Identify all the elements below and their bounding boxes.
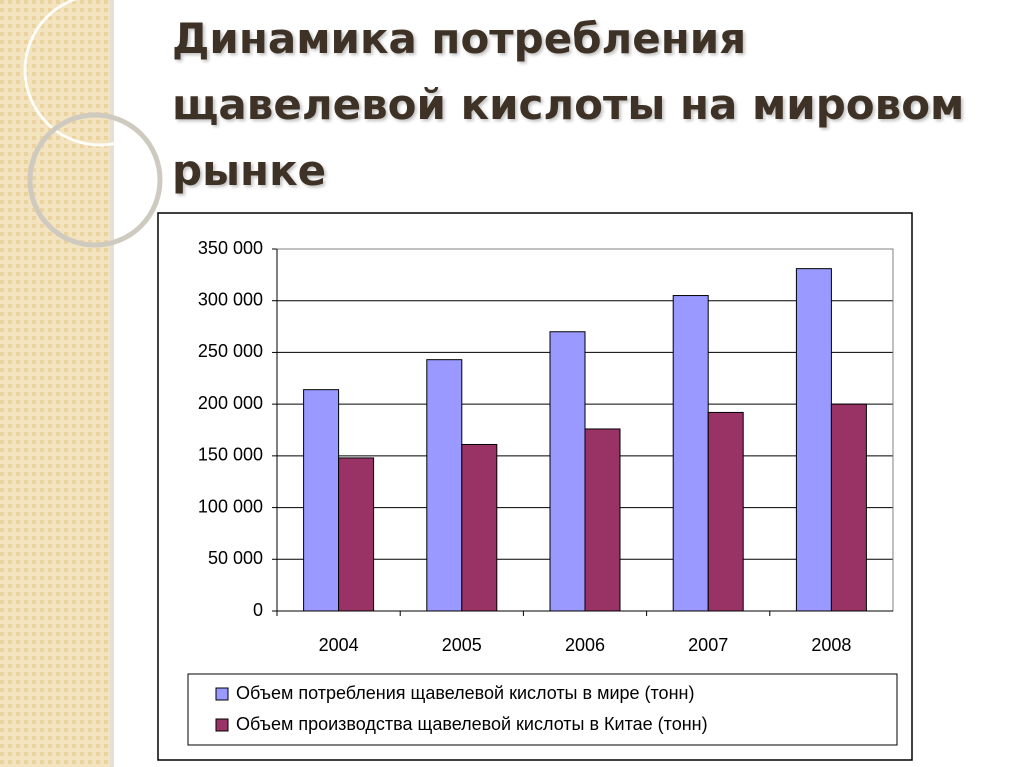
bar [830,403,867,612]
bar [426,359,463,612]
y-tick-label: 250 000 [198,341,263,361]
x-tick-label: 2004 [319,635,359,655]
x-tick-label: 2006 [565,635,605,655]
y-tick-label: 350 000 [198,238,263,258]
x-tick-label: 2008 [811,635,851,655]
y-tick-label: 150 000 [198,445,263,465]
bar [707,411,744,612]
bar [672,295,709,612]
y-tick-label: 50 000 [208,548,263,568]
x-tick-label: 2005 [442,635,482,655]
bar [549,331,586,612]
slide-title: Динамика потребления щавелевой кислоты н… [172,14,965,195]
legend-swatch [215,687,229,701]
bar [461,443,498,612]
legend-label: Объем производства щавелевой кислоты в К… [236,714,708,734]
chart-frame [157,212,913,761]
bar [303,389,340,612]
x-tick-label: 2007 [688,635,728,655]
y-tick-label: 0 [253,600,263,620]
legend-swatch [215,718,229,732]
y-tick-label: 300 000 [198,289,263,309]
legend-frame [187,673,898,746]
bar [795,268,832,612]
y-tick-label: 200 000 [198,393,263,413]
bar [584,428,621,612]
legend-label: Объем потребления щавелевой кислоты в ми… [236,683,694,703]
y-tick-label: 100 000 [198,496,263,516]
bar [338,457,375,612]
